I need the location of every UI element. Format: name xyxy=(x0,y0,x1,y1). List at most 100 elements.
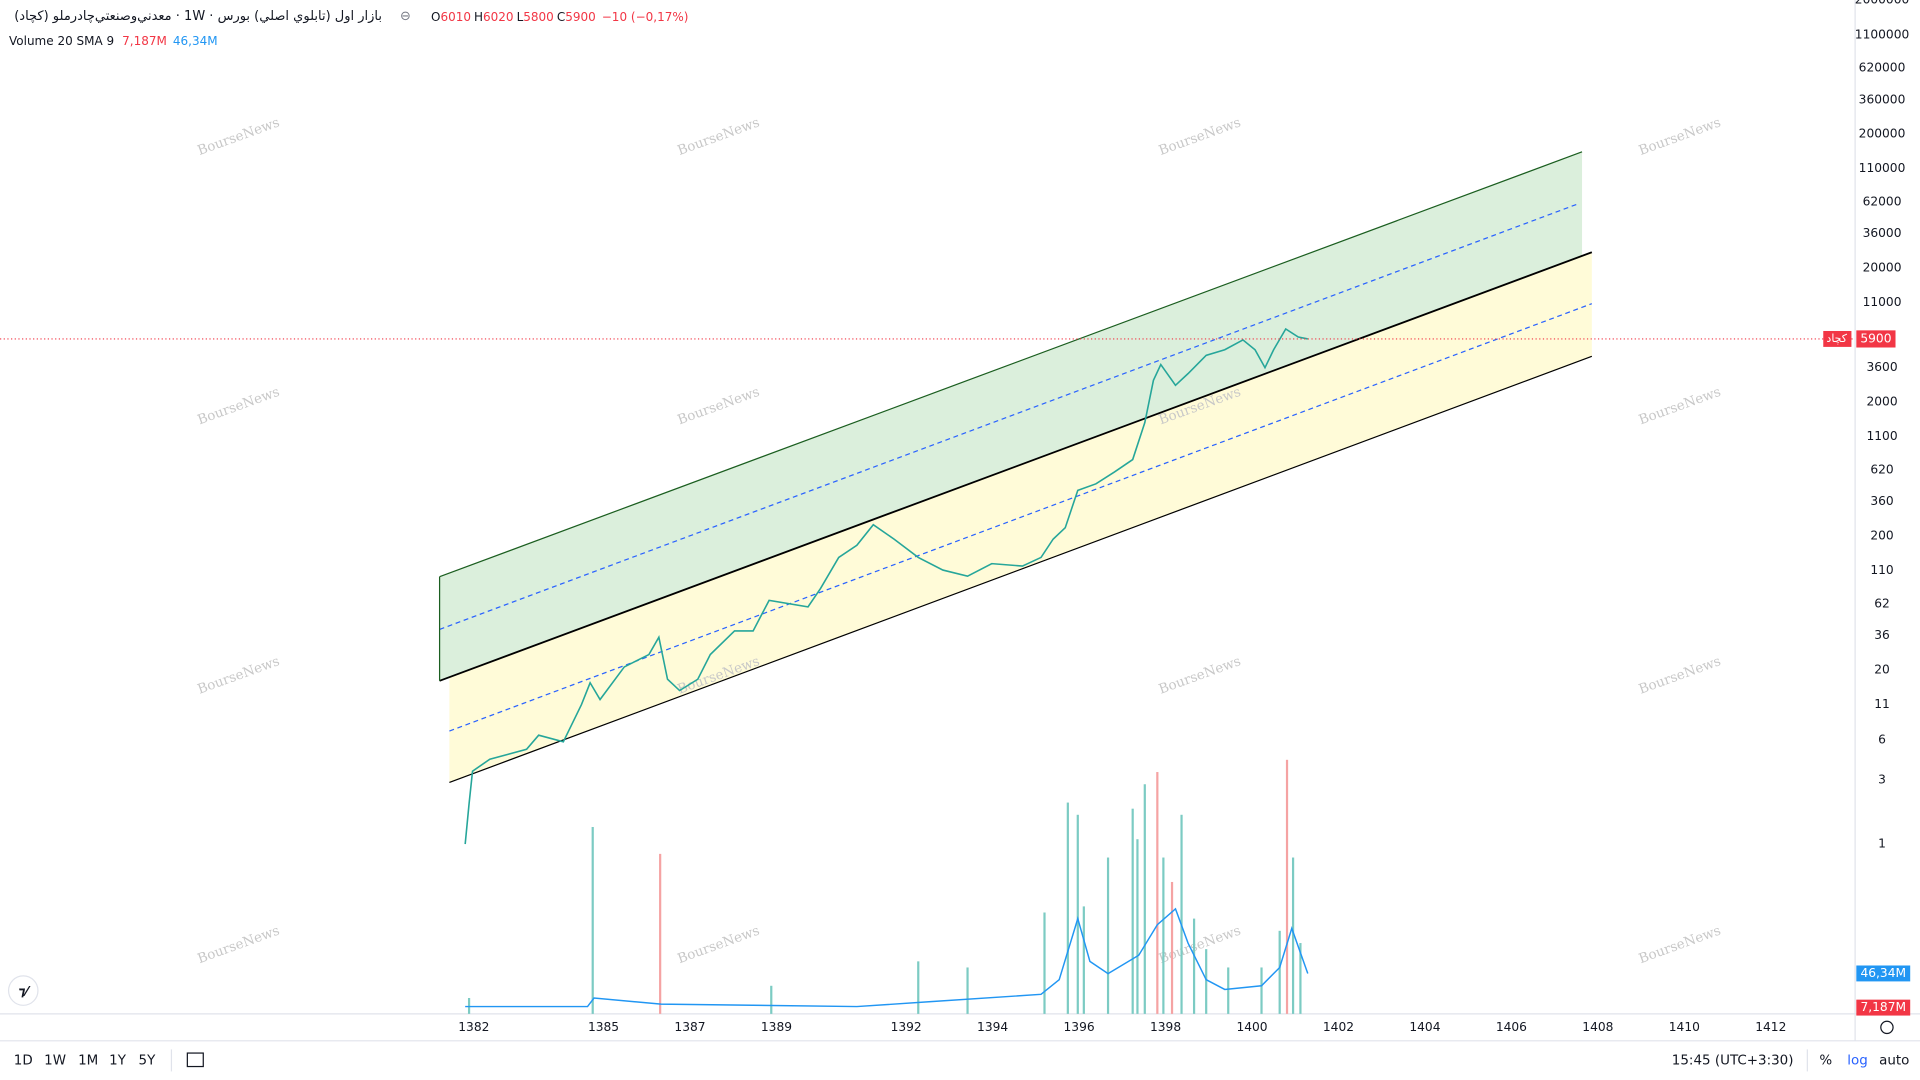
y-tick-label: 200000 xyxy=(1859,126,1906,140)
volume-bar xyxy=(1106,857,1110,1014)
y-tick-label: 200 xyxy=(1870,528,1893,542)
x-tick-label: 1389 xyxy=(761,1020,792,1034)
x-tick-label: 1404 xyxy=(1409,1020,1440,1034)
sma-line xyxy=(465,907,1309,1008)
x-tick-label: 1394 xyxy=(977,1020,1008,1034)
x-tick-label: 1398 xyxy=(1150,1020,1181,1034)
volume-bar xyxy=(1066,802,1069,1014)
sma-last-label: 46,34M xyxy=(1860,966,1906,980)
volume-value: 7,187M xyxy=(122,34,167,48)
y-tick-label: 62000 xyxy=(1863,195,1902,209)
y-tick-label: 620000 xyxy=(1859,61,1906,75)
sma-last-box xyxy=(1856,965,1911,982)
interval-button[interactable]: 5Y xyxy=(139,1053,157,1068)
channel-dash-upper xyxy=(439,202,1580,630)
x-tick-label: 1408 xyxy=(1582,1020,1613,1034)
watermark: BourseNews xyxy=(1157,654,1243,698)
x-tick-label: 1396 xyxy=(1064,1020,1095,1034)
channel-dash-lower xyxy=(449,303,1593,732)
watermark: BourseNews xyxy=(196,654,282,698)
y-tick-label: 20 xyxy=(1874,662,1890,676)
channel-middle xyxy=(439,251,1593,682)
x-tick-label: 1382 xyxy=(458,1020,489,1034)
watermark: BourseNews xyxy=(676,924,762,968)
y-tick-label: 360 xyxy=(1870,494,1893,508)
volume-bar xyxy=(1192,918,1196,1014)
last-price-label: 5900 xyxy=(1860,331,1891,345)
volume-title: Volume 20 SMA 9 xyxy=(9,34,115,48)
ohlc-key: H xyxy=(474,10,484,24)
channel-bottom xyxy=(449,355,1593,784)
watermark: BourseNews xyxy=(676,385,762,429)
volume-legend: Volume 20 SMA 9 7,187M 46,34M xyxy=(9,34,218,48)
volume-bar xyxy=(1285,759,1289,1014)
x-tick-label: 1400 xyxy=(1236,1020,1267,1034)
y-tick-label: 1100 xyxy=(1866,429,1897,443)
volume-bar xyxy=(1180,814,1183,1014)
price-line xyxy=(464,327,1308,845)
ohlc-value: 5800 xyxy=(523,10,554,24)
y-tick-label: 360000 xyxy=(1859,92,1906,106)
volume-bar xyxy=(1143,784,1146,1014)
compare-icon[interactable] xyxy=(186,1052,204,1068)
price-change: −10 (−0,17%) xyxy=(601,10,689,24)
interval-button[interactable]: 1D xyxy=(14,1053,33,1068)
watermark: BourseNews xyxy=(1637,924,1723,968)
y-tick-label: 620 xyxy=(1870,463,1893,477)
ohlc-value: 6010 xyxy=(440,10,471,24)
sma-value: 46,34M xyxy=(172,34,218,48)
volume-bar xyxy=(591,826,594,1014)
volume-bar xyxy=(917,961,920,1014)
y-tick-label: 36000 xyxy=(1863,226,1902,240)
interval-button[interactable]: 1M xyxy=(78,1053,98,1068)
volume-bar xyxy=(1136,839,1139,1014)
scale-option[interactable]: log xyxy=(1847,1053,1868,1068)
watermark: BourseNews xyxy=(1637,654,1723,698)
y-tick-label: 3600 xyxy=(1866,360,1897,374)
tv-logo[interactable] xyxy=(7,975,39,1006)
y-tick-label: 20000 xyxy=(1863,260,1902,274)
watermark: BourseNews xyxy=(196,924,282,968)
settings-icon[interactable] xyxy=(1880,1020,1894,1035)
y-tick-label: 3 xyxy=(1878,773,1886,787)
channel-top xyxy=(439,151,1583,578)
watermark: BourseNews xyxy=(1157,115,1243,159)
y-tick-label: 2000000 xyxy=(1855,0,1909,7)
clock[interactable]: 15:45 (UTC+3:30) xyxy=(1672,1053,1794,1068)
symbol-box xyxy=(1823,330,1852,347)
y-tick-label: 62 xyxy=(1874,596,1890,610)
volume-bar xyxy=(1205,949,1208,1014)
volume-bar xyxy=(1227,967,1230,1014)
x-tick-label: 1385 xyxy=(588,1020,619,1034)
volume-bar xyxy=(1299,943,1302,1014)
volume-bar xyxy=(1156,772,1159,1014)
volume-bar xyxy=(1260,967,1263,1014)
y-tick-label: 1100000 xyxy=(1855,27,1909,41)
volume-bar xyxy=(1170,881,1174,1014)
y-tick-label: 6 xyxy=(1878,732,1886,746)
symbol-label: کچاد xyxy=(1826,332,1847,345)
x-tick-label: 1387 xyxy=(674,1020,705,1034)
volume-bar xyxy=(1131,808,1134,1014)
watermark: BourseNews xyxy=(1157,924,1243,968)
ohlc-legend: O6010 H6020 L5800 C5900 −10 (−0,17%) xyxy=(431,10,691,24)
ohlc-value: 5900 xyxy=(565,10,596,24)
watermark: BourseNews xyxy=(1637,385,1723,429)
scale-option[interactable]: auto xyxy=(1879,1053,1909,1068)
hide-button[interactable]: ⊖ xyxy=(400,9,411,24)
scale-option[interactable]: % xyxy=(1819,1053,1832,1068)
y-tick-label: 1 xyxy=(1878,837,1886,851)
y-tick-label: 11000 xyxy=(1863,295,1902,309)
watermark: BourseNews xyxy=(676,115,762,159)
volume-bar xyxy=(1162,857,1165,1014)
interval-button[interactable]: 1Y xyxy=(109,1053,127,1068)
y-tick-label: 36 xyxy=(1874,628,1890,642)
volume-bar xyxy=(1291,857,1295,1014)
ohlc-key: L xyxy=(516,10,524,24)
x-tick-label: 1412 xyxy=(1755,1020,1786,1034)
interval-button[interactable]: 1W xyxy=(44,1053,66,1068)
x-tick-label: 1392 xyxy=(891,1020,922,1034)
watermark: BourseNews xyxy=(1637,115,1723,159)
ohlc-key: O xyxy=(431,10,441,24)
